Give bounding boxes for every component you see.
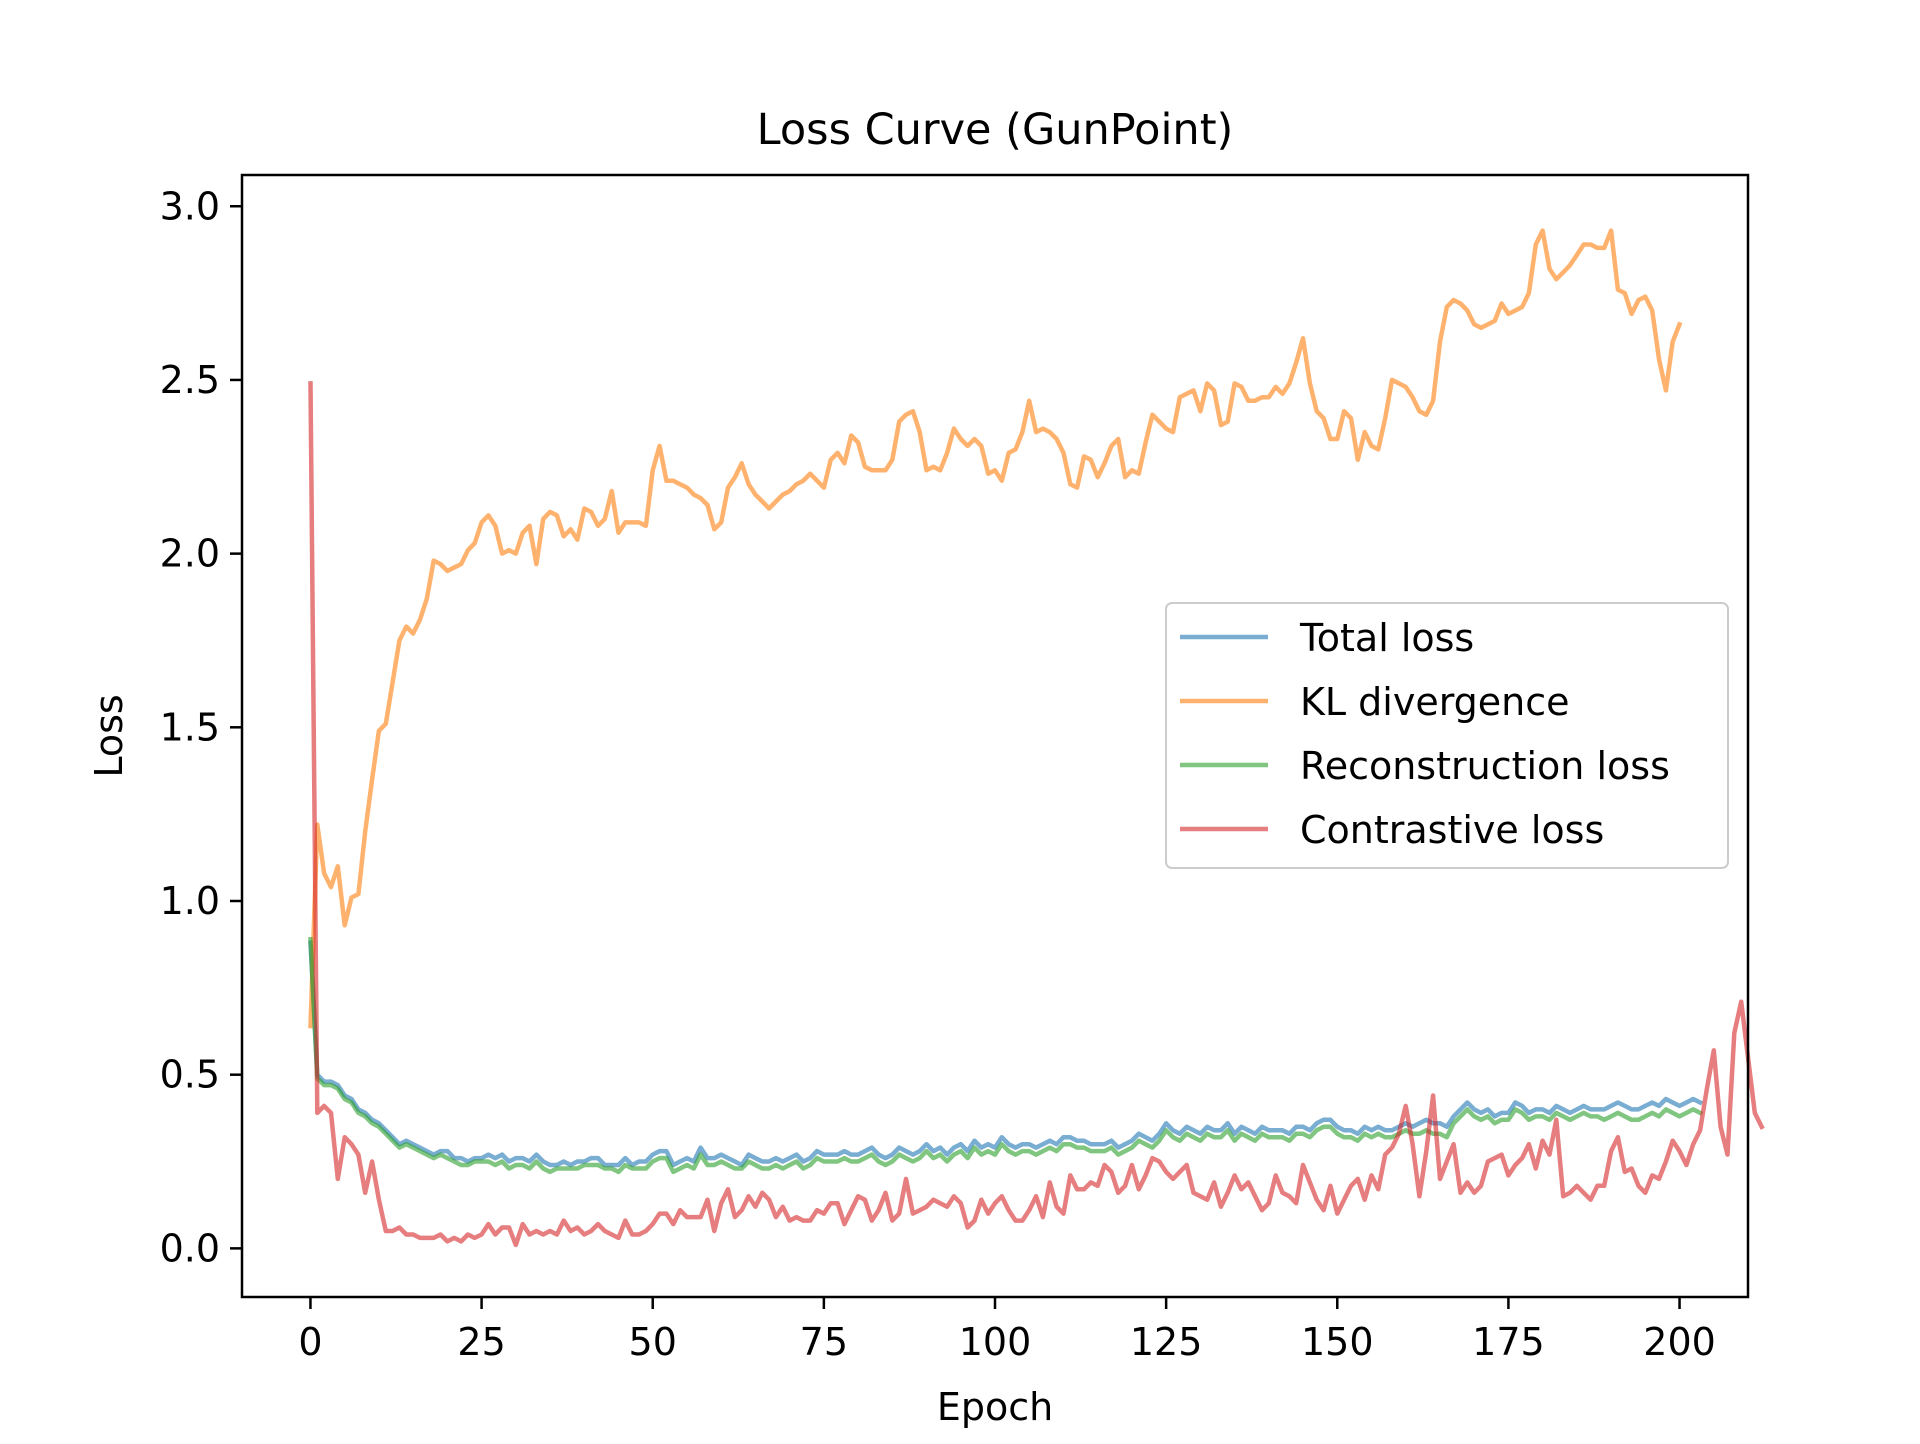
series-line-3 [308,936,1704,1175]
x-tick-label: 175 [1472,1320,1545,1364]
legend-label: Reconstruction loss [1300,744,1670,788]
y-tick-label: 0.5 [160,1053,220,1097]
x-tick-label: 100 [959,1320,1032,1364]
x-tick-label: 0 [298,1320,322,1364]
chart-title: Loss Curve (GunPoint) [757,105,1234,155]
legend-label: KL divergence [1300,680,1570,724]
y-tick-label: 1.5 [160,705,220,749]
x-tick-label: 150 [1301,1320,1374,1364]
y-axis-label: Loss [87,694,131,777]
y-tick-label: 2.5 [160,358,220,402]
y-axis-ticks: 0.0 0.5 1.0 1.5 2.0 2.5 3.0 [160,184,242,1270]
y-tick-label: 0.0 [160,1226,220,1270]
x-tick-label: 125 [1130,1320,1203,1364]
y-tick-label: 1.0 [160,879,220,923]
legend-label: Total loss [1299,616,1474,660]
y-tick-label: 3.0 [160,184,220,228]
x-tick-label: 200 [1643,1320,1716,1364]
x-tick-label: 25 [457,1320,505,1364]
x-axis-label: Epoch [937,1385,1053,1429]
x-tick-label: 50 [629,1320,677,1364]
legend: Total loss KL divergence Reconstruction lo… [1165,602,1729,869]
legend-label: Contrastive loss [1300,808,1604,852]
y-tick-label: 2.0 [160,532,220,576]
series-line-2 [308,228,1683,1029]
legend-items: Total loss KL divergence Reconstruction lo… [1180,616,1670,852]
legend-box [1165,602,1729,869]
series-line-1 [308,940,1704,1168]
series-line-4 [308,381,1765,1248]
plot-lines [308,228,1765,1248]
x-tick-label: 75 [800,1320,848,1364]
x-axis-ticks: 0 25 50 75 100 125 150 175 200 [298,1297,1716,1364]
